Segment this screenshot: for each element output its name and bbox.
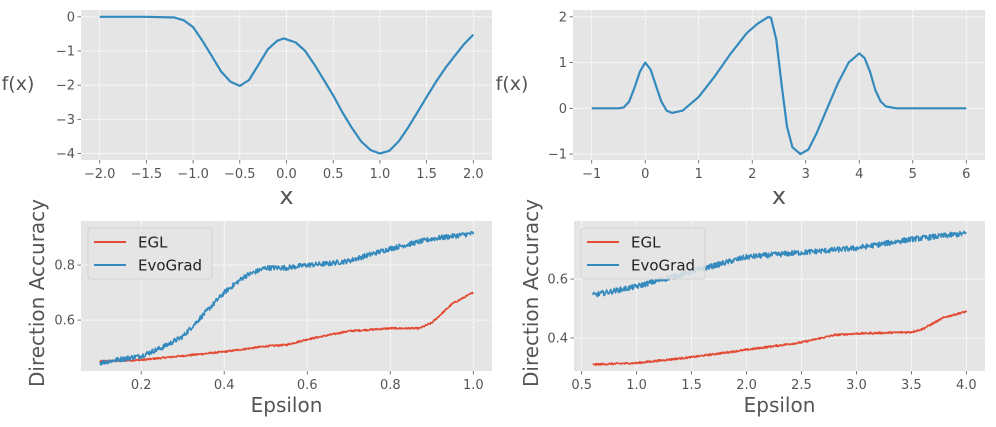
- x-tick-label: −2.0: [84, 167, 116, 182]
- x-tick-label: 1: [695, 167, 703, 182]
- series-line-egl: [99, 291, 474, 363]
- x-tick-label: −0.5: [224, 167, 256, 182]
- series-line-evograd: [591, 230, 967, 298]
- legend: EGL EvoGrad: [87, 227, 213, 280]
- series-line-egl: [592, 310, 968, 367]
- x-tick-label: 0.5: [571, 378, 592, 393]
- y-axis-label: Direction Accuracy: [519, 199, 543, 387]
- x-axis-label: x: [279, 182, 293, 210]
- x-tick-label: 2.0: [736, 378, 757, 393]
- x-tick-label: −1.0: [177, 167, 209, 182]
- y-tick-label: 0.4: [547, 331, 568, 346]
- x-tick-label: 2.0: [463, 167, 484, 182]
- x-tick-label: 6: [962, 167, 970, 182]
- x-tick-label: 1.0: [463, 378, 484, 393]
- x-tick-label: 2.5: [791, 378, 812, 393]
- x-tick-label: 1.5: [681, 378, 702, 393]
- x-axis-label: Epsilon: [744, 393, 816, 417]
- y-tick-label: −4: [56, 147, 75, 162]
- x-tick-label: 1.0: [370, 167, 391, 182]
- legend-label-evograd: EvoGrad: [138, 257, 202, 275]
- x-axis-label: x: [772, 182, 786, 210]
- x-tick-label: 0.5: [323, 167, 344, 182]
- y-tick-label: 2: [559, 10, 567, 25]
- y-tick-label: 1: [559, 56, 567, 71]
- x-tick-label: −1.5: [131, 167, 163, 182]
- y-tick-label: −3: [56, 113, 75, 128]
- series-line-f: [99, 15, 475, 155]
- x-tick-label: 0.6: [297, 378, 318, 393]
- series-line-f: [591, 15, 967, 156]
- x-tick-label: 3: [802, 167, 810, 182]
- x-tick-label: 4: [855, 167, 863, 182]
- x-tick-label: 0.0: [276, 167, 297, 182]
- x-tick-label: 0.2: [131, 378, 152, 393]
- x-tick-label: 0.8: [380, 378, 401, 393]
- legend-box: [580, 227, 706, 280]
- x-tick-label: 1.0: [626, 378, 647, 393]
- x-tick-label: 2: [748, 167, 756, 182]
- x-tick-label: 3.5: [901, 378, 922, 393]
- x-tick-label: 1.5: [416, 167, 437, 182]
- plot-area: [573, 10, 985, 160]
- y-axis-label: f(x): [2, 73, 35, 95]
- y-axis-label: Direction Accuracy: [25, 199, 49, 387]
- x-tick-label: 0: [641, 167, 649, 182]
- y-tick-label: 0: [559, 102, 567, 117]
- x-tick-label: 4.0: [956, 378, 977, 393]
- subplot-4: 0.5 1.0 1.5 2.0 2.5 3.0 3.5 4.0 0.6 0.4 Direction …: [519, 199, 985, 417]
- x-axis-label: Epsilon: [251, 393, 323, 417]
- y-tick-label: −1: [56, 45, 75, 60]
- series-line-evograd: [99, 230, 475, 366]
- y-tick-label: −1: [548, 148, 567, 163]
- y-tick-label: 0.6: [547, 273, 568, 288]
- subplot-2: −1 0 1 2 3 4 5 6 2 1 0 −1 f(x) x: [496, 10, 985, 210]
- y-tick-label: 0.6: [54, 314, 75, 329]
- legend-label-evograd: EvoGrad: [631, 257, 695, 275]
- x-tick-label: 5: [909, 167, 917, 182]
- y-tick-label: 0.8: [54, 259, 75, 274]
- y-axis-label: f(x): [496, 73, 529, 95]
- legend-label-egl: EGL: [631, 234, 661, 252]
- x-tick-label: −1: [582, 167, 601, 182]
- legend-label-egl: EGL: [138, 234, 168, 252]
- y-tick-label: −2: [56, 79, 75, 94]
- x-tick-label: 0.4: [214, 378, 235, 393]
- subplot-3: 0.2 0.4 0.6 0.8 1.0 0.8 0.6 Direction Accuracy E…: [25, 199, 492, 417]
- y-tick-label: 0: [67, 10, 75, 25]
- legend: EGL EvoGrad: [580, 227, 706, 280]
- x-tick-label: 3.0: [846, 378, 867, 393]
- subplot-1: −2.0 −1.5 −1.0 −0.5 0.0 0.5 1.0 1.5 2.0 0 −1 −2 −3 −4…: [2, 10, 492, 210]
- legend-box: [87, 227, 213, 280]
